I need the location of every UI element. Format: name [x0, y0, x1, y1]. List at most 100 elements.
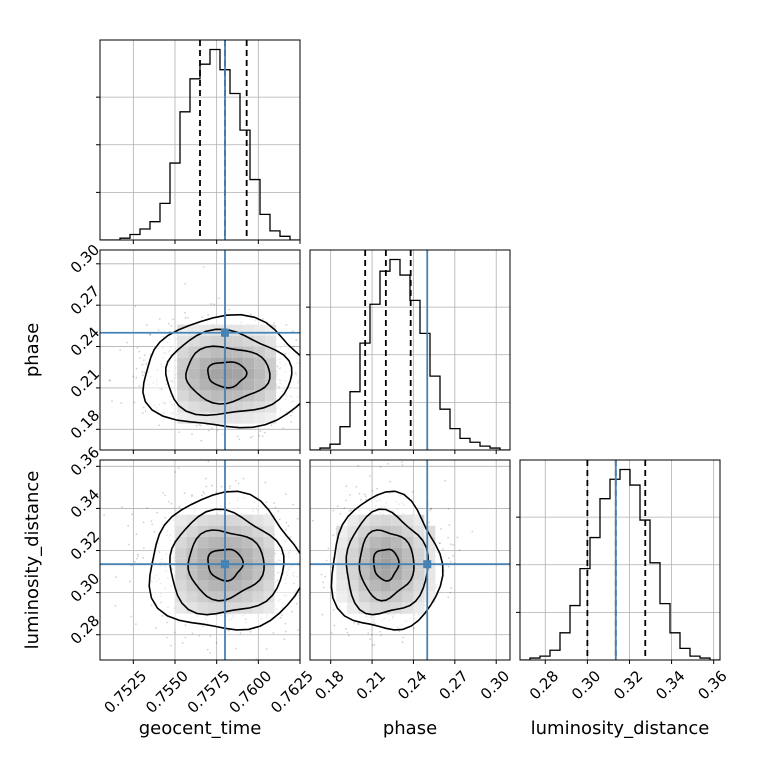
sample-point	[132, 375, 135, 378]
sample-point	[440, 528, 442, 530]
x-tick-label: 0.36	[694, 667, 730, 703]
sample-point	[141, 363, 144, 366]
sample-point	[282, 427, 285, 429]
x-tick-label: 0.7625	[267, 667, 317, 717]
sample-point	[172, 318, 175, 321]
sample-point	[167, 322, 170, 325]
sample-point	[365, 498, 367, 501]
sample-point	[328, 554, 330, 556]
sample-point	[338, 366, 340, 368]
x-tick-label: 0.28	[526, 667, 562, 703]
sample-point	[153, 530, 156, 533]
x-tick-label: 0.21	[353, 667, 389, 703]
sample-point	[326, 530, 328, 532]
sample-point	[321, 613, 324, 616]
sample-point	[442, 548, 444, 551]
sample-point	[114, 576, 117, 578]
sample-point	[205, 477, 207, 480]
sample-point	[313, 394, 315, 396]
sample-point	[203, 492, 206, 495]
sample-point	[290, 421, 292, 423]
truth-marker	[221, 328, 229, 337]
sample-point	[174, 471, 177, 473]
sample-point	[339, 512, 342, 515]
sample-point	[162, 492, 165, 494]
sample-point	[146, 506, 148, 509]
sample-point	[138, 384, 141, 387]
sample-point	[325, 559, 328, 562]
sample-point	[164, 494, 167, 497]
sample-point	[450, 543, 452, 546]
sample-point	[332, 534, 335, 537]
x-axis-label-luminosity_distance: luminosity_distance	[531, 718, 710, 739]
sample-point	[158, 424, 161, 427]
sample-point	[157, 329, 160, 331]
x-tick-label: 0.30	[568, 667, 604, 703]
sample-point	[135, 533, 138, 536]
sample-point	[265, 648, 268, 650]
sample-point	[158, 318, 161, 320]
sample-point	[284, 528, 287, 531]
sample-point	[263, 431, 266, 434]
sample-point	[149, 334, 151, 336]
sample-point	[303, 544, 305, 546]
y-axis-label-luminosity_distance: luminosity_distance	[22, 471, 43, 650]
hist-panel-geocent_time	[96, 39, 301, 244]
y-tick-label: 0.34	[67, 485, 103, 521]
sample-point	[336, 505, 339, 508]
sample-point	[380, 634, 382, 637]
sample-point	[265, 501, 268, 504]
sample-point	[242, 477, 245, 480]
sample-point	[206, 648, 209, 651]
sample-point	[238, 438, 241, 441]
sample-point	[323, 540, 325, 542]
sample-point	[348, 634, 350, 637]
y-tick-label: 0.21	[67, 365, 103, 401]
sample-point	[202, 625, 204, 628]
sample-point	[250, 313, 253, 316]
sample-point	[395, 680, 397, 682]
sample-point	[287, 525, 290, 527]
sample-point	[187, 316, 189, 319]
sample-point	[364, 495, 367, 498]
sample-point	[210, 427, 213, 430]
sample-point	[297, 629, 299, 631]
sample-point	[133, 401, 136, 404]
sample-point	[284, 493, 287, 496]
sample-point	[143, 354, 146, 356]
sample-point	[178, 505, 181, 508]
sample-point	[198, 424, 201, 426]
sample-point	[301, 598, 303, 600]
sample-point	[348, 510, 351, 512]
sample-point	[379, 466, 382, 468]
sample-point	[291, 610, 293, 613]
sample-point	[209, 652, 212, 654]
y-tick-label: 0.30	[67, 570, 103, 606]
sample-point	[135, 623, 137, 625]
sample-point	[322, 376, 324, 378]
sample-point	[318, 348, 320, 350]
sample-point	[283, 638, 286, 641]
sample-point	[170, 502, 173, 505]
y-tick-label: 0.28	[67, 612, 103, 648]
sample-point	[251, 435, 254, 438]
sample-point	[450, 587, 453, 589]
sample-point	[173, 631, 176, 634]
sample-point	[295, 339, 298, 342]
sample-point	[198, 634, 201, 637]
sample-point	[293, 345, 295, 348]
sample-point	[207, 460, 210, 463]
pair-panel-phase-luminosity_distance: 0.18 0.21 0.24 0.27 0.30 phase	[309, 459, 513, 739]
sample-point	[211, 484, 213, 487]
sample-point	[284, 622, 287, 625]
sample-point	[191, 494, 193, 496]
x-tick-label: 0.7575	[184, 667, 234, 717]
sample-point	[136, 346, 139, 349]
sample-point	[135, 376, 138, 379]
sample-point	[239, 632, 242, 635]
panel-frame	[99, 39, 301, 241]
sample-point	[134, 560, 136, 563]
sample-point	[126, 341, 128, 344]
x-tick-label: 0.30	[477, 667, 513, 703]
sample-point	[311, 358, 313, 360]
